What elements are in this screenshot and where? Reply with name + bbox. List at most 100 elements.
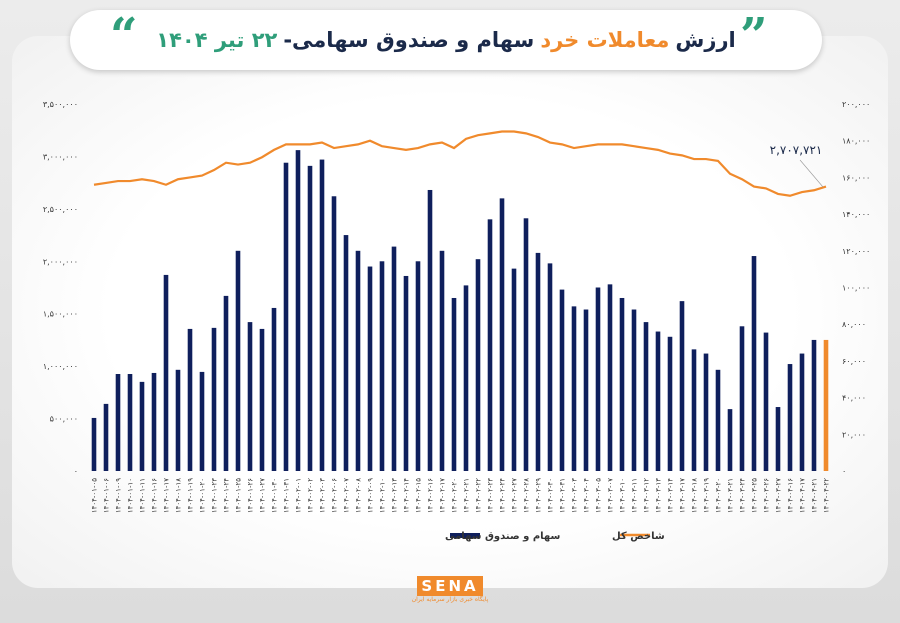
x-tick-label: ۱۴۰۴-۰۳-۱۴ [667,478,675,513]
x-tick-label: ۱۴۰۴-۰۱-۲۶ [247,478,255,513]
logo-tagline: پایگاه خبری بازار سرمایه ایران [411,596,489,603]
y-tick-label: ۱,۵۰۰,۰۰۰ [43,310,78,319]
title-part: ۲۲ تیر ۱۴۰۴ [156,28,278,52]
x-tick-label: ۱۴۰۴-۰۲-۰۸ [355,478,363,513]
y-tick-label: ۰ [74,467,78,476]
bar [751,256,757,471]
bar [643,322,649,471]
x-tick-label: ۱۴۰۴-۰۱-۱۷ [163,478,171,513]
x-tick-label: ۱۴۰۴-۰۳-۱۰ [619,478,627,513]
y2-tick-label: ۶۰,۰۰۰ [842,357,866,366]
title-part: معاملات خرد [540,28,670,52]
x-tick-label: ۱۴۰۴-۰۱-۰۶ [103,478,111,513]
bar [331,196,337,471]
x-tick-label: ۱۴۰۴-۰۱-۲۷ [259,478,267,513]
x-tick-label: ۱۴۰۴-۰۱-۱۹ [187,478,195,513]
title-part: ارزش [675,28,736,52]
quote-mark: ” [740,8,768,64]
bar [403,275,409,471]
x-tick-label: ۱۴۰۴-۰۱-۰۹ [115,478,123,513]
x-tick-label: ۱۴۰۴-۰۲-۰۱ [295,478,303,513]
bar [295,150,301,471]
x-tick-label: ۱۴۰۴-۰۲-۳۱ [559,478,567,513]
legend-swatch [450,533,480,538]
bar [631,309,637,471]
bar [355,250,361,471]
bar [463,285,469,471]
bar [223,295,229,471]
x-tick-label: ۱۴۰۴-۰۲-۲۰ [451,478,459,513]
bar [91,417,97,471]
annotation-leader [799,159,824,188]
x-tick-label: ۱۴۰۴-۰۲-۲۲ [475,478,483,513]
x-tick-label: ۱۴۰۴-۰۲-۱۷ [439,478,447,513]
bar [667,336,673,471]
x-tick-label: ۱۴۰۴-۰۳-۱۲ [643,478,651,513]
bar [187,328,193,471]
y2-tick-label: ۱۲۰,۰۰۰ [842,247,870,256]
x-tick-label: ۱۴۰۴-۰۲-۱۴ [403,478,411,513]
bar [211,327,217,471]
x-tick-label: ۱۴۰۴-۰۱-۲۰ [199,478,207,513]
bar [787,364,793,471]
logo: SENA پایگاه خبری بازار سرمایه ایران [405,576,495,603]
bar [523,218,529,471]
x-tick-label: ۱۴۰۴-۰۲-۲۴ [499,478,507,513]
x-tick-label: ۱۴۰۴-۰۳-۰۳ [571,478,579,513]
x-tick-label: ۱۴۰۴-۰۱-۳۰ [271,478,279,513]
quote-mark: “ [110,8,138,64]
legend-label: سهام و صندوق سهامی [445,531,561,542]
bar [307,165,313,471]
bar [139,381,145,471]
x-tick-label: ۱۴۰۴-۰۳-۱۳ [655,478,663,513]
x-tick-label: ۱۴۰۴-۰۲-۰۹ [367,478,375,513]
x-tick-label: ۱۴۰۴-۰۲-۱۳ [391,478,399,513]
bar [439,250,445,471]
bar [487,219,493,471]
bar [571,306,577,471]
bar [271,307,277,471]
bar [163,274,169,471]
bar [499,198,505,471]
bar [475,259,481,471]
x-tick-label: ۱۴۰۴-۰۲-۰۳ [319,478,327,513]
logo-name: SENA [417,576,483,596]
bar [535,252,541,471]
x-tick-label: ۱۴۰۴-۰۳-۲۷ [775,478,783,513]
y2-tick-label: ۲۰۰,۰۰۰ [842,100,870,109]
bar [583,309,589,471]
bar [199,371,205,471]
legend-label: شاخص کل [612,531,665,542]
bar [595,287,601,471]
x-tick-label: ۱۴۰۴-۰۲-۳۰ [547,478,555,513]
x-tick-label: ۱۴۰۴-۰۲-۰۷ [343,478,351,513]
x-tick-label: ۱۴۰۴-۰۳-۰۴ [583,478,591,513]
bar [775,407,781,471]
y-tick-label: ۱,۰۰۰,۰۰۰ [43,362,78,371]
x-tick-label: ۱۴۰۴-۰۱-۲۳ [211,478,219,513]
x-tick-label: ۱۴۰۴-۰۲-۲۱ [463,478,471,513]
x-tick-label: ۱۴۰۴-۰۳-۱۷ [679,478,687,513]
x-tick-label: ۱۴۰۴-۰۲-۲۸ [523,478,531,513]
y2-tick-label: ۱۰۰,۰۰۰ [842,284,870,293]
bar [823,339,829,471]
card [12,36,888,588]
bar [283,162,289,471]
x-tick-label: ۱۴۰۴-۰۳-۲۴ [739,478,747,513]
x-tick-label: ۱۴۰۴-۰۲-۲۷ [511,478,519,513]
bar [259,328,265,471]
y2-tick-label: ۱۸۰,۰۰۰ [842,137,870,146]
y2-tick-label: ۸۰,۰۰۰ [842,320,866,329]
bar [235,250,241,471]
y-tick-label: ۳,۰۰۰,۰۰۰ [43,152,78,161]
bar [115,374,121,471]
x-tick-label: ۱۴۰۴-۰۱-۱۸ [175,478,183,513]
bar [715,369,721,471]
bar [607,284,613,471]
bar [427,189,433,472]
x-tick-label: ۱۴۰۴-۰۲-۱۶ [427,478,435,513]
bar [799,353,805,471]
x-tick-label: ۱۴۰۴-۰۳-۲۱ [727,478,735,513]
